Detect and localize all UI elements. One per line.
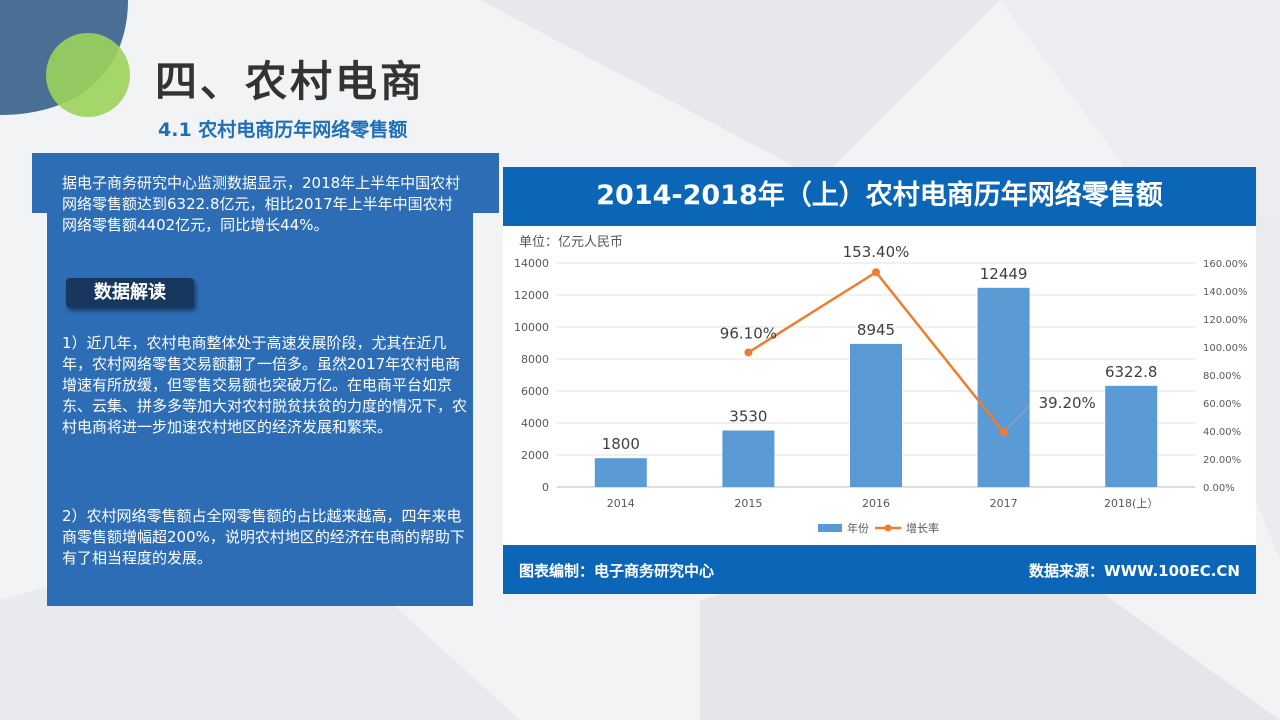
y-left-tick-label: 6000 [521,385,549,398]
y-right-tick-label: 60.00% [1203,399,1241,410]
bar [1105,385,1158,487]
legend-label: 年份 [847,521,869,535]
line-point [872,268,880,277]
x-tick-label: 2017 [990,497,1018,510]
chart-panel: 2014-2018年（上）农村电商历年网络零售额 0 2000 4000 6000 80… [503,167,1256,594]
page-title: 四、农村电商 [155,57,426,106]
line-value-label: 96.10% [720,324,777,342]
y-right-tick-label: 100.00% [1203,343,1248,354]
legend-label: 增长率 [906,521,939,535]
footer-compiler: 图表编制：电子商务研究中心 [519,562,715,580]
x-tick-label: 2014 [607,497,635,510]
data-interpretation-button[interactable]: 数据解读 [66,278,194,308]
section-subtitle: 4.1 农村电商历年网络零售额 [158,119,408,141]
legend-bar-swatch [818,524,842,532]
y-left-tick-label: 12000 [514,289,549,302]
y-right-tick-label: 140.00% [1203,287,1248,298]
intro-paragraph: 据电子商务研究中心监测数据显示，2018年上半年中国农村网络零售额达到6322.… [62,174,461,234]
chart-footer: 图表编制：电子商务研究中心 数据来源：WWW.100EC.CN [503,545,1256,594]
y-right-tick-label: 160.00% [1203,259,1248,270]
label-leader-line [1007,405,1030,429]
line-value-label: 153.40% [843,243,910,261]
bar [850,343,902,487]
bar-value-label: 1800 [602,435,640,453]
y-left-tick-label: 4000 [521,417,549,430]
y-right-tick-label: 20.00% [1203,455,1241,466]
bar [722,430,775,487]
legend-line-marker [884,524,892,532]
y-right-tick-label: 120.00% [1203,315,1248,326]
point-2-paragraph: 2）农村网络零售额占全网零售额的占比越来越高，四年来电商零售额增幅超200%，说… [62,507,465,567]
x-tick-label: 2015 [734,497,762,510]
line-value-label: 39.20% [1039,394,1096,412]
y-left-tick-label: 14000 [514,257,549,270]
chart-header: 2014-2018年（上）农村电商历年网络零售额 [503,167,1256,226]
text-panel [47,168,473,606]
bar-value-label: 3530 [729,408,767,426]
y-left-tick-label: 2000 [521,449,549,462]
line-point [999,428,1008,437]
bar-value-label: 8945 [857,321,895,339]
bar [977,287,1030,487]
y-left-tick-label: 0 [542,481,549,494]
x-tick-label: 2016 [862,497,890,510]
bar [594,458,647,487]
x-tick-label: 2018(上） [1104,497,1158,510]
footer-source: 数据来源：WWW.100EC.CN [1029,562,1240,580]
y-right-tick-label: 40.00% [1203,427,1241,438]
y-left-tick-label: 10000 [514,321,549,334]
y-right-tick-label: 0.00% [1203,483,1235,494]
green-circle [46,33,130,117]
bar-value-label: 12449 [980,265,1028,283]
chart-plot: 0 2000 4000 6000 8000 10000 12000 14000 0.00% 20.… [514,243,1248,535]
point-1-paragraph: 1）近几年，农村电商整体处于高速发展阶段，尤其在近几年，农村网络零售交易额翻了一… [62,334,468,436]
line-point [744,348,753,357]
bar-value-label: 6322.8 [1105,363,1158,381]
chart-unit-label: 单位：亿元人民币 [519,235,624,250]
y-right-tick-label: 80.00% [1203,371,1241,382]
y-left-tick-label: 8000 [521,353,549,366]
